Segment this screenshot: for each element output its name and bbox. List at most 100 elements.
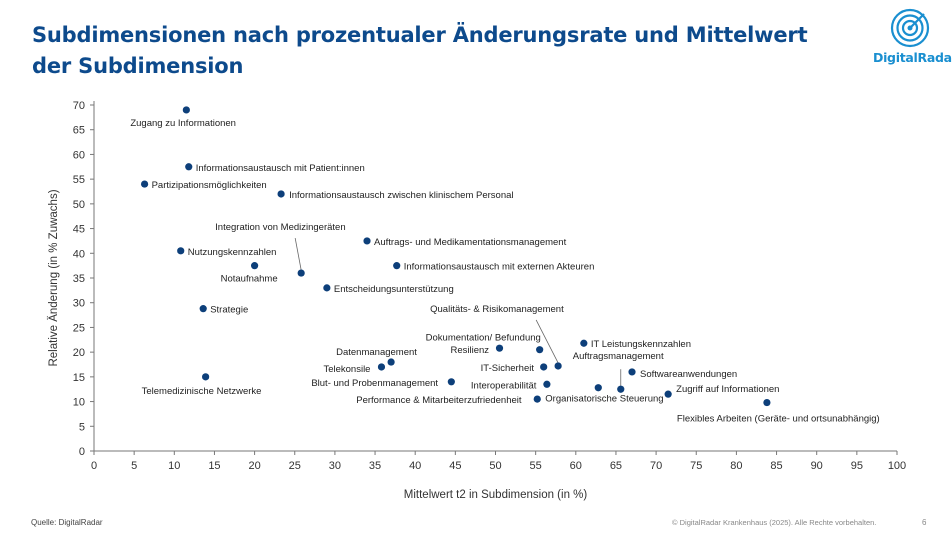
data-point — [628, 368, 636, 376]
data-point — [543, 380, 551, 388]
x-tick-label: 50 — [489, 460, 501, 472]
x-tick-label: 0 — [91, 460, 97, 472]
x-tick-label: 60 — [570, 460, 582, 472]
x-tick-label: 30 — [329, 460, 341, 472]
data-point — [185, 163, 193, 171]
y-tick-label: 0 — [79, 446, 85, 458]
chart-axes: 0 5 10 15 20 25 30 35 40 45 50 55 60 65 70 75 80 85 90 95 10… — [48, 100, 906, 501]
y-tick-label: 40 — [73, 248, 85, 260]
data-point — [202, 373, 210, 381]
data-label: Datenmanagement — [336, 347, 417, 358]
data-point — [664, 390, 672, 398]
x-tick-label: 100 — [888, 460, 906, 472]
y-tick-label: 45 — [73, 224, 85, 236]
data-point — [617, 385, 625, 393]
data-point — [495, 344, 504, 352]
data-label: Auftrags- und Medikamentationsmanagement — [374, 237, 567, 248]
data-label: Entscheidungsunterstützung — [334, 284, 454, 295]
data-points — [140, 106, 771, 407]
data-label: Qualitäts- & Risikomanagement — [430, 304, 564, 315]
data-point — [533, 395, 541, 403]
leader-line — [535, 319, 559, 364]
digitalradar-logo-icon — [890, 8, 930, 48]
source-note: Quelle: DigitalRadar — [31, 518, 103, 527]
data-label: Performance & Mitarbeiterzufriedenheit — [356, 395, 522, 406]
x-tick-label: 55 — [530, 460, 542, 472]
y-tick-label: 35 — [73, 273, 85, 285]
data-label: Zugang zu Informationen — [130, 118, 236, 129]
data-point — [363, 237, 371, 245]
x-tick-label: 85 — [770, 460, 782, 472]
y-tick-label: 55 — [73, 174, 85, 186]
y-tick-label: 70 — [73, 100, 85, 112]
data-label: Integration von Medizingeräten — [215, 222, 345, 233]
data-point — [763, 398, 771, 407]
x-tick-label: 70 — [650, 460, 662, 472]
logo-text: DigitalRadar — [873, 50, 952, 65]
leader-line — [294, 237, 302, 271]
x-tick-label: 95 — [851, 460, 863, 472]
x-axis-title: Mittelwert t2 in Subdimension (in %) — [404, 489, 588, 501]
data-point — [540, 363, 548, 371]
y-tick-label: 20 — [73, 347, 85, 359]
data-point — [297, 269, 305, 277]
data-label: Blut- und Probenmanagement — [311, 378, 438, 389]
x-tick-label: 15 — [208, 460, 220, 472]
data-label: Interoperabilität — [471, 380, 537, 391]
data-label: Zugriff auf Informationen — [676, 384, 779, 395]
data-point — [447, 378, 455, 386]
y-tick-label: 25 — [73, 322, 85, 334]
data-label: Auftragsmanagement — [573, 351, 664, 362]
data-point — [277, 190, 285, 198]
y-tick-label: 60 — [73, 149, 85, 161]
data-label: IT-Sicherheit — [481, 363, 535, 374]
x-tick-label: 80 — [730, 460, 742, 472]
data-label: Telemedizinische Netzwerke — [142, 386, 262, 397]
data-label: Informationsaustausch mit externen Akteu… — [404, 262, 595, 273]
data-point — [199, 305, 207, 313]
data-point — [536, 346, 544, 354]
data-label: Resilienz — [451, 345, 490, 356]
data-label: Nutzungskennzahlen — [188, 247, 277, 258]
data-point — [140, 180, 149, 188]
leader-lines — [294, 237, 622, 387]
x-tick-label: 90 — [811, 460, 823, 472]
x-tick-label: 45 — [449, 460, 461, 472]
data-point — [177, 247, 185, 255]
x-tick-label: 10 — [168, 460, 180, 472]
y-tick-label: 10 — [73, 397, 85, 409]
y-tick-label: 30 — [73, 298, 85, 310]
page-title: Subdimensionen nach prozentualer Änderun… — [32, 23, 808, 78]
data-point — [594, 384, 602, 392]
x-tick-label: 35 — [369, 460, 381, 472]
y-tick-label: 5 — [79, 421, 85, 433]
data-label: Partizipationsmöglichkeiten — [152, 180, 267, 191]
data-label: IT Leistungskennzahlen — [591, 339, 691, 350]
page-number: 6 — [922, 518, 927, 527]
data-point — [323, 284, 331, 292]
data-label: Flexibles Arbeiten (Geräte- und ortsunab… — [677, 414, 880, 425]
data-point — [393, 262, 401, 270]
data-point — [182, 106, 190, 114]
data-label: Softwareanwendungen — [640, 369, 737, 380]
data-label: Organisatorische Steuerung — [545, 394, 663, 405]
data-label: Notaufnahme — [221, 274, 278, 285]
x-tick-label: 25 — [289, 460, 301, 472]
data-label: Informationsaustausch mit Patient:innen — [196, 163, 365, 174]
data-point — [387, 358, 395, 366]
x-tick-label: 20 — [248, 460, 260, 472]
data-label: Dokumentation/ Befundung — [426, 333, 541, 344]
x-tick-label: 40 — [409, 460, 421, 472]
data-point — [377, 363, 386, 371]
data-label: Telekonsile — [323, 364, 370, 375]
y-axis-title: Relative Änderung (in % Zuwachs) — [48, 189, 60, 366]
point-labels: Zugang zu Informationen Informationsausta… — [130, 118, 879, 425]
x-tick-label: 5 — [131, 460, 137, 472]
data-label: Strategie — [210, 305, 248, 316]
data-label: Informationsaustausch zwischen klinische… — [289, 190, 513, 201]
copyright-note: © DigitalRadar Krankenhaus (2025). Alle … — [672, 518, 877, 527]
x-tick-label: 65 — [610, 460, 622, 472]
x-tick-label: 75 — [690, 460, 702, 472]
data-point — [554, 362, 562, 370]
